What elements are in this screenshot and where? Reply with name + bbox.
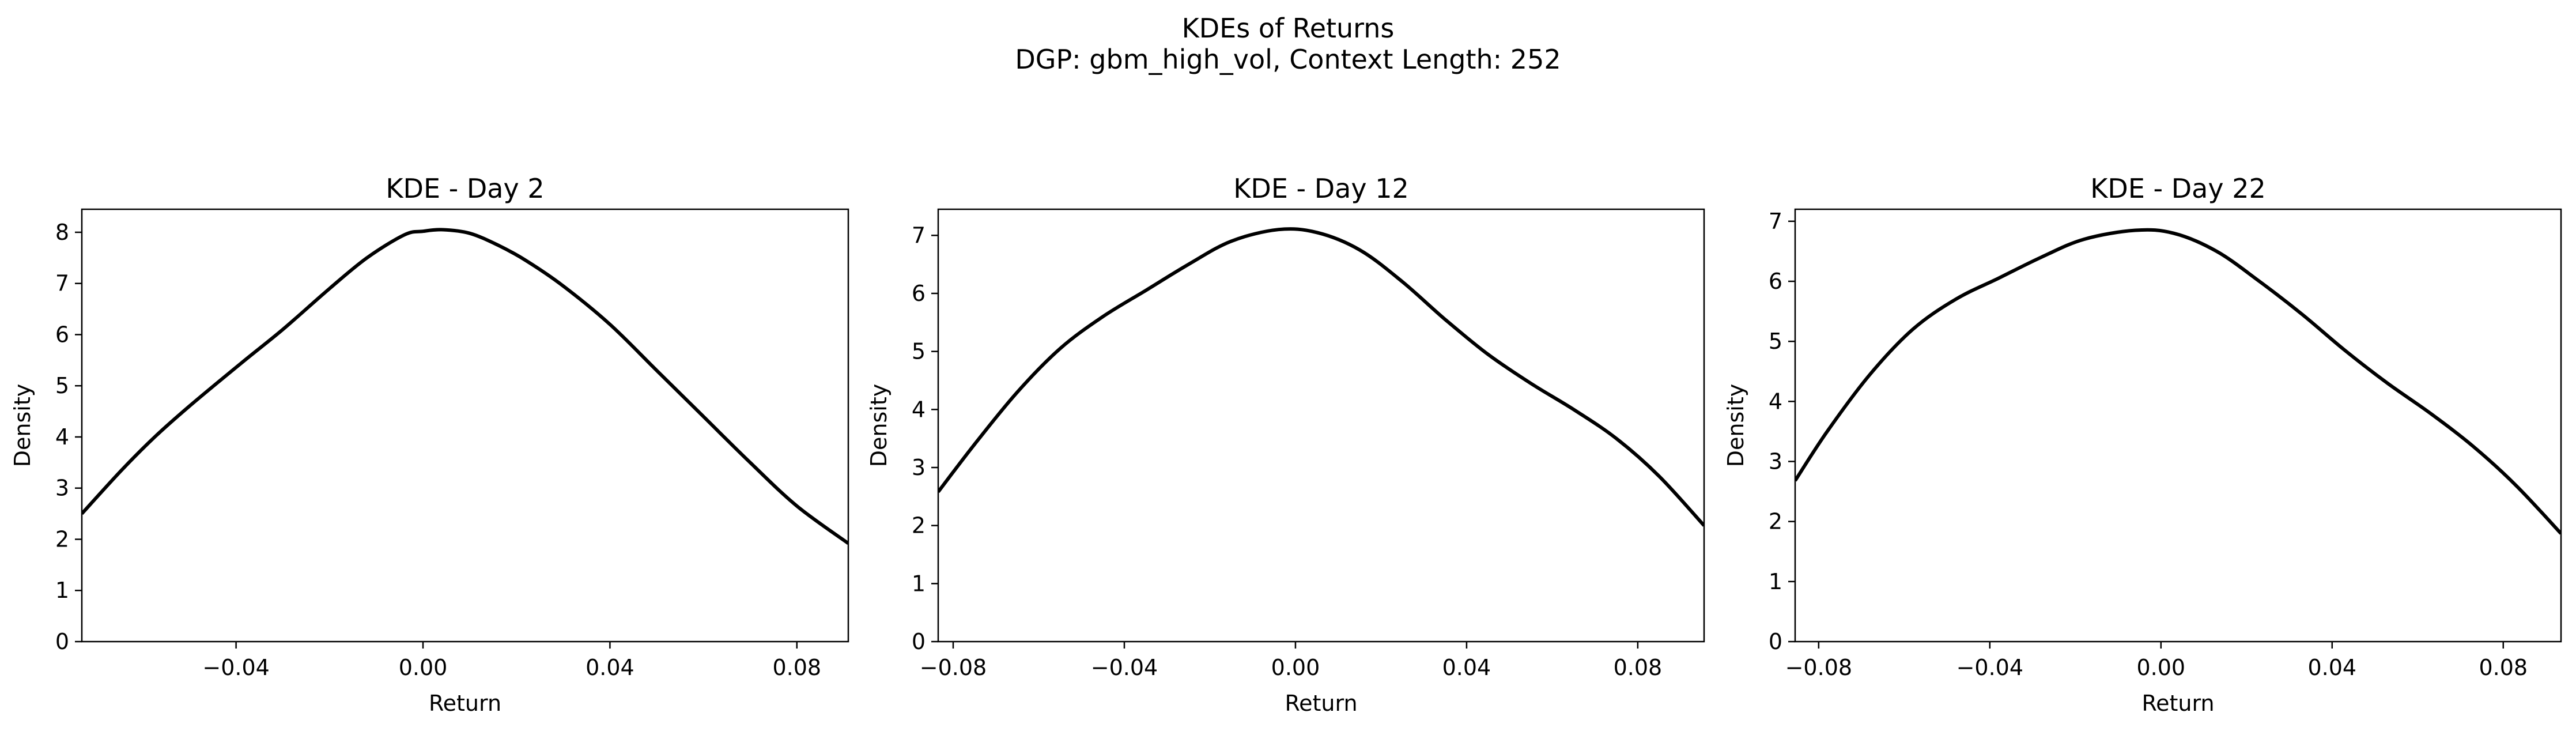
panel-title-2: KDE - Day 12 [1233, 173, 1408, 204]
y-tick-label-1-1: 0 [55, 629, 69, 654]
axes-frame-1 [81, 208, 849, 643]
axes-frame-3 [1794, 208, 2562, 643]
x-axis-label-2: Return [1285, 691, 1357, 716]
x-tick-label-2-2: −0.04 [1091, 655, 1158, 680]
x-tick-label-2-3: 0.00 [1271, 655, 1320, 680]
x-tick-label-3-3: 0.00 [2136, 655, 2185, 680]
figure-suptitle-line2: DGP: gbm_high_vol, Context Length: 252 [1015, 44, 1561, 75]
x-tick-label-2-1: −0.08 [920, 655, 987, 680]
y-axis-label-3: Density [1723, 384, 1748, 467]
x-tick-label-2-5: 0.08 [1614, 655, 1663, 680]
y-tick-label-1-7: 6 [55, 322, 69, 347]
y-tick-label-1-6: 5 [55, 373, 69, 398]
x-axis-label-3: Return [2141, 691, 2214, 716]
y-tick-label-3-5: 4 [1769, 389, 1782, 414]
y-tick-label-3-1: 0 [1769, 629, 1782, 654]
x-tick-label-2-4: 0.04 [1442, 655, 1491, 680]
axes-frame-2 [937, 208, 1705, 643]
y-tick-label-2-1: 0 [912, 629, 926, 654]
y-tick-label-3-8: 7 [1769, 209, 1782, 234]
kde-line-3 [1795, 228, 2561, 535]
y-tick-label-3-2: 1 [1769, 569, 1782, 594]
y-tick-label-2-6: 5 [912, 339, 926, 364]
x-tick-label-3-4: 0.04 [2307, 655, 2356, 680]
y-tick-label-2-7: 6 [912, 281, 926, 306]
x-tick-label-3-1: −0.08 [1785, 655, 1852, 680]
x-tick-label-1-4: 0.08 [772, 655, 821, 680]
y-tick-label-2-5: 4 [912, 397, 926, 422]
y-tick-label-3-6: 5 [1769, 329, 1782, 354]
y-tick-label-1-3: 2 [55, 526, 69, 552]
panel-title-3: KDE - Day 22 [2090, 173, 2265, 204]
y-tick-label-2-8: 7 [912, 223, 926, 248]
y-tick-label-2-3: 2 [912, 513, 926, 538]
x-tick-label-3-2: −0.04 [1956, 655, 2023, 680]
y-tick-label-1-5: 4 [55, 424, 69, 450]
x-axis-label-1: Return [429, 691, 501, 716]
x-tick-label-1-3: 0.04 [586, 655, 634, 680]
y-tick-label-3-7: 6 [1769, 269, 1782, 294]
x-tick-label-3-5: 0.08 [2479, 655, 2528, 680]
figure-suptitle-line1: KDEs of Returns [1181, 13, 1395, 44]
y-tick-label-1-8: 7 [55, 271, 69, 296]
kde-line-1 [82, 228, 848, 545]
y-tick-label-1-4: 3 [55, 476, 69, 501]
kde-line-2 [938, 227, 1704, 527]
y-tick-label-2-2: 1 [912, 571, 926, 596]
y-tick-label-3-3: 2 [1769, 509, 1782, 534]
y-tick-label-2-4: 3 [912, 455, 926, 480]
y-tick-label-3-4: 3 [1769, 449, 1782, 474]
y-tick-label-1-2: 1 [55, 578, 69, 603]
panel-title-1: KDE - Day 2 [386, 173, 544, 204]
y-axis-label-2: Density [866, 384, 892, 467]
y-axis-label-1: Density [10, 384, 35, 467]
y-tick-label-1-9: 8 [55, 220, 69, 245]
x-tick-label-1-1: −0.04 [202, 655, 269, 680]
x-tick-label-1-2: 0.00 [399, 655, 448, 680]
